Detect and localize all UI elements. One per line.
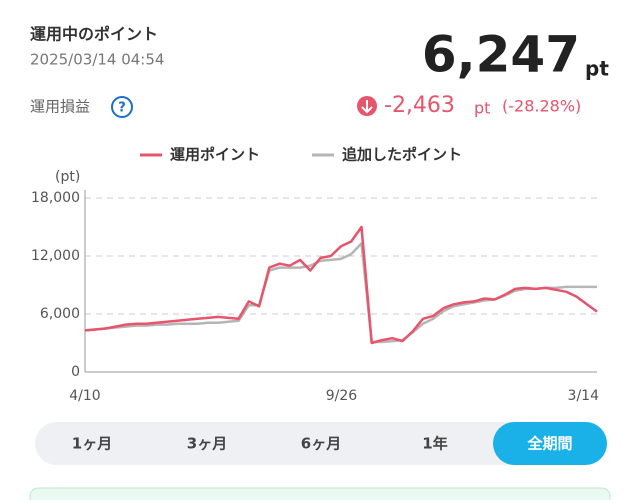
period-tab[interactable]: 1年 bbox=[422, 435, 447, 453]
tab-active[interactable] bbox=[493, 422, 607, 465]
y-axis-label: (pt) bbox=[55, 169, 80, 185]
x-tick-label: 4/10 bbox=[69, 388, 100, 404]
period-tab[interactable]: 6ヶ月 bbox=[301, 435, 341, 453]
pl-label: 運用損益 bbox=[30, 98, 90, 116]
pl-value: -2,463 bbox=[384, 93, 455, 118]
pl-unit: pt bbox=[474, 99, 490, 118]
y-tick-label: 18,000 bbox=[31, 190, 80, 206]
period-tab[interactable]: 1ヶ月 bbox=[72, 435, 112, 453]
legend-label: 追加したポイント bbox=[342, 146, 462, 164]
down-arrow bbox=[361, 100, 373, 114]
points-unit: pt bbox=[585, 57, 609, 81]
title: 運用中のポイント bbox=[30, 25, 158, 44]
period-tab[interactable]: 3ヶ月 bbox=[187, 435, 227, 453]
info-box bbox=[29, 487, 611, 504]
help-icon[interactable] bbox=[111, 96, 133, 118]
y-tick-label: 0 bbox=[71, 364, 80, 380]
timestamp: 2025/03/14 04:54 bbox=[30, 51, 164, 69]
y-tick-label: 12,000 bbox=[31, 248, 80, 264]
pl-percent: (-28.28%) bbox=[502, 97, 581, 116]
x-tick-label: 9/26 bbox=[326, 388, 358, 404]
series-line bbox=[84, 225, 598, 345]
legend-label: 運用ポイント bbox=[170, 146, 260, 164]
tab-bar bbox=[35, 422, 607, 465]
y-tick-label: 6,000 bbox=[40, 306, 80, 322]
period-tab[interactable]: 全期間 bbox=[526, 435, 572, 453]
x-tick-label: 3/14 bbox=[568, 388, 600, 404]
help-mark[interactable]: ? bbox=[118, 101, 126, 116]
points: 6,247 bbox=[422, 26, 580, 84]
series-line bbox=[84, 242, 597, 344]
